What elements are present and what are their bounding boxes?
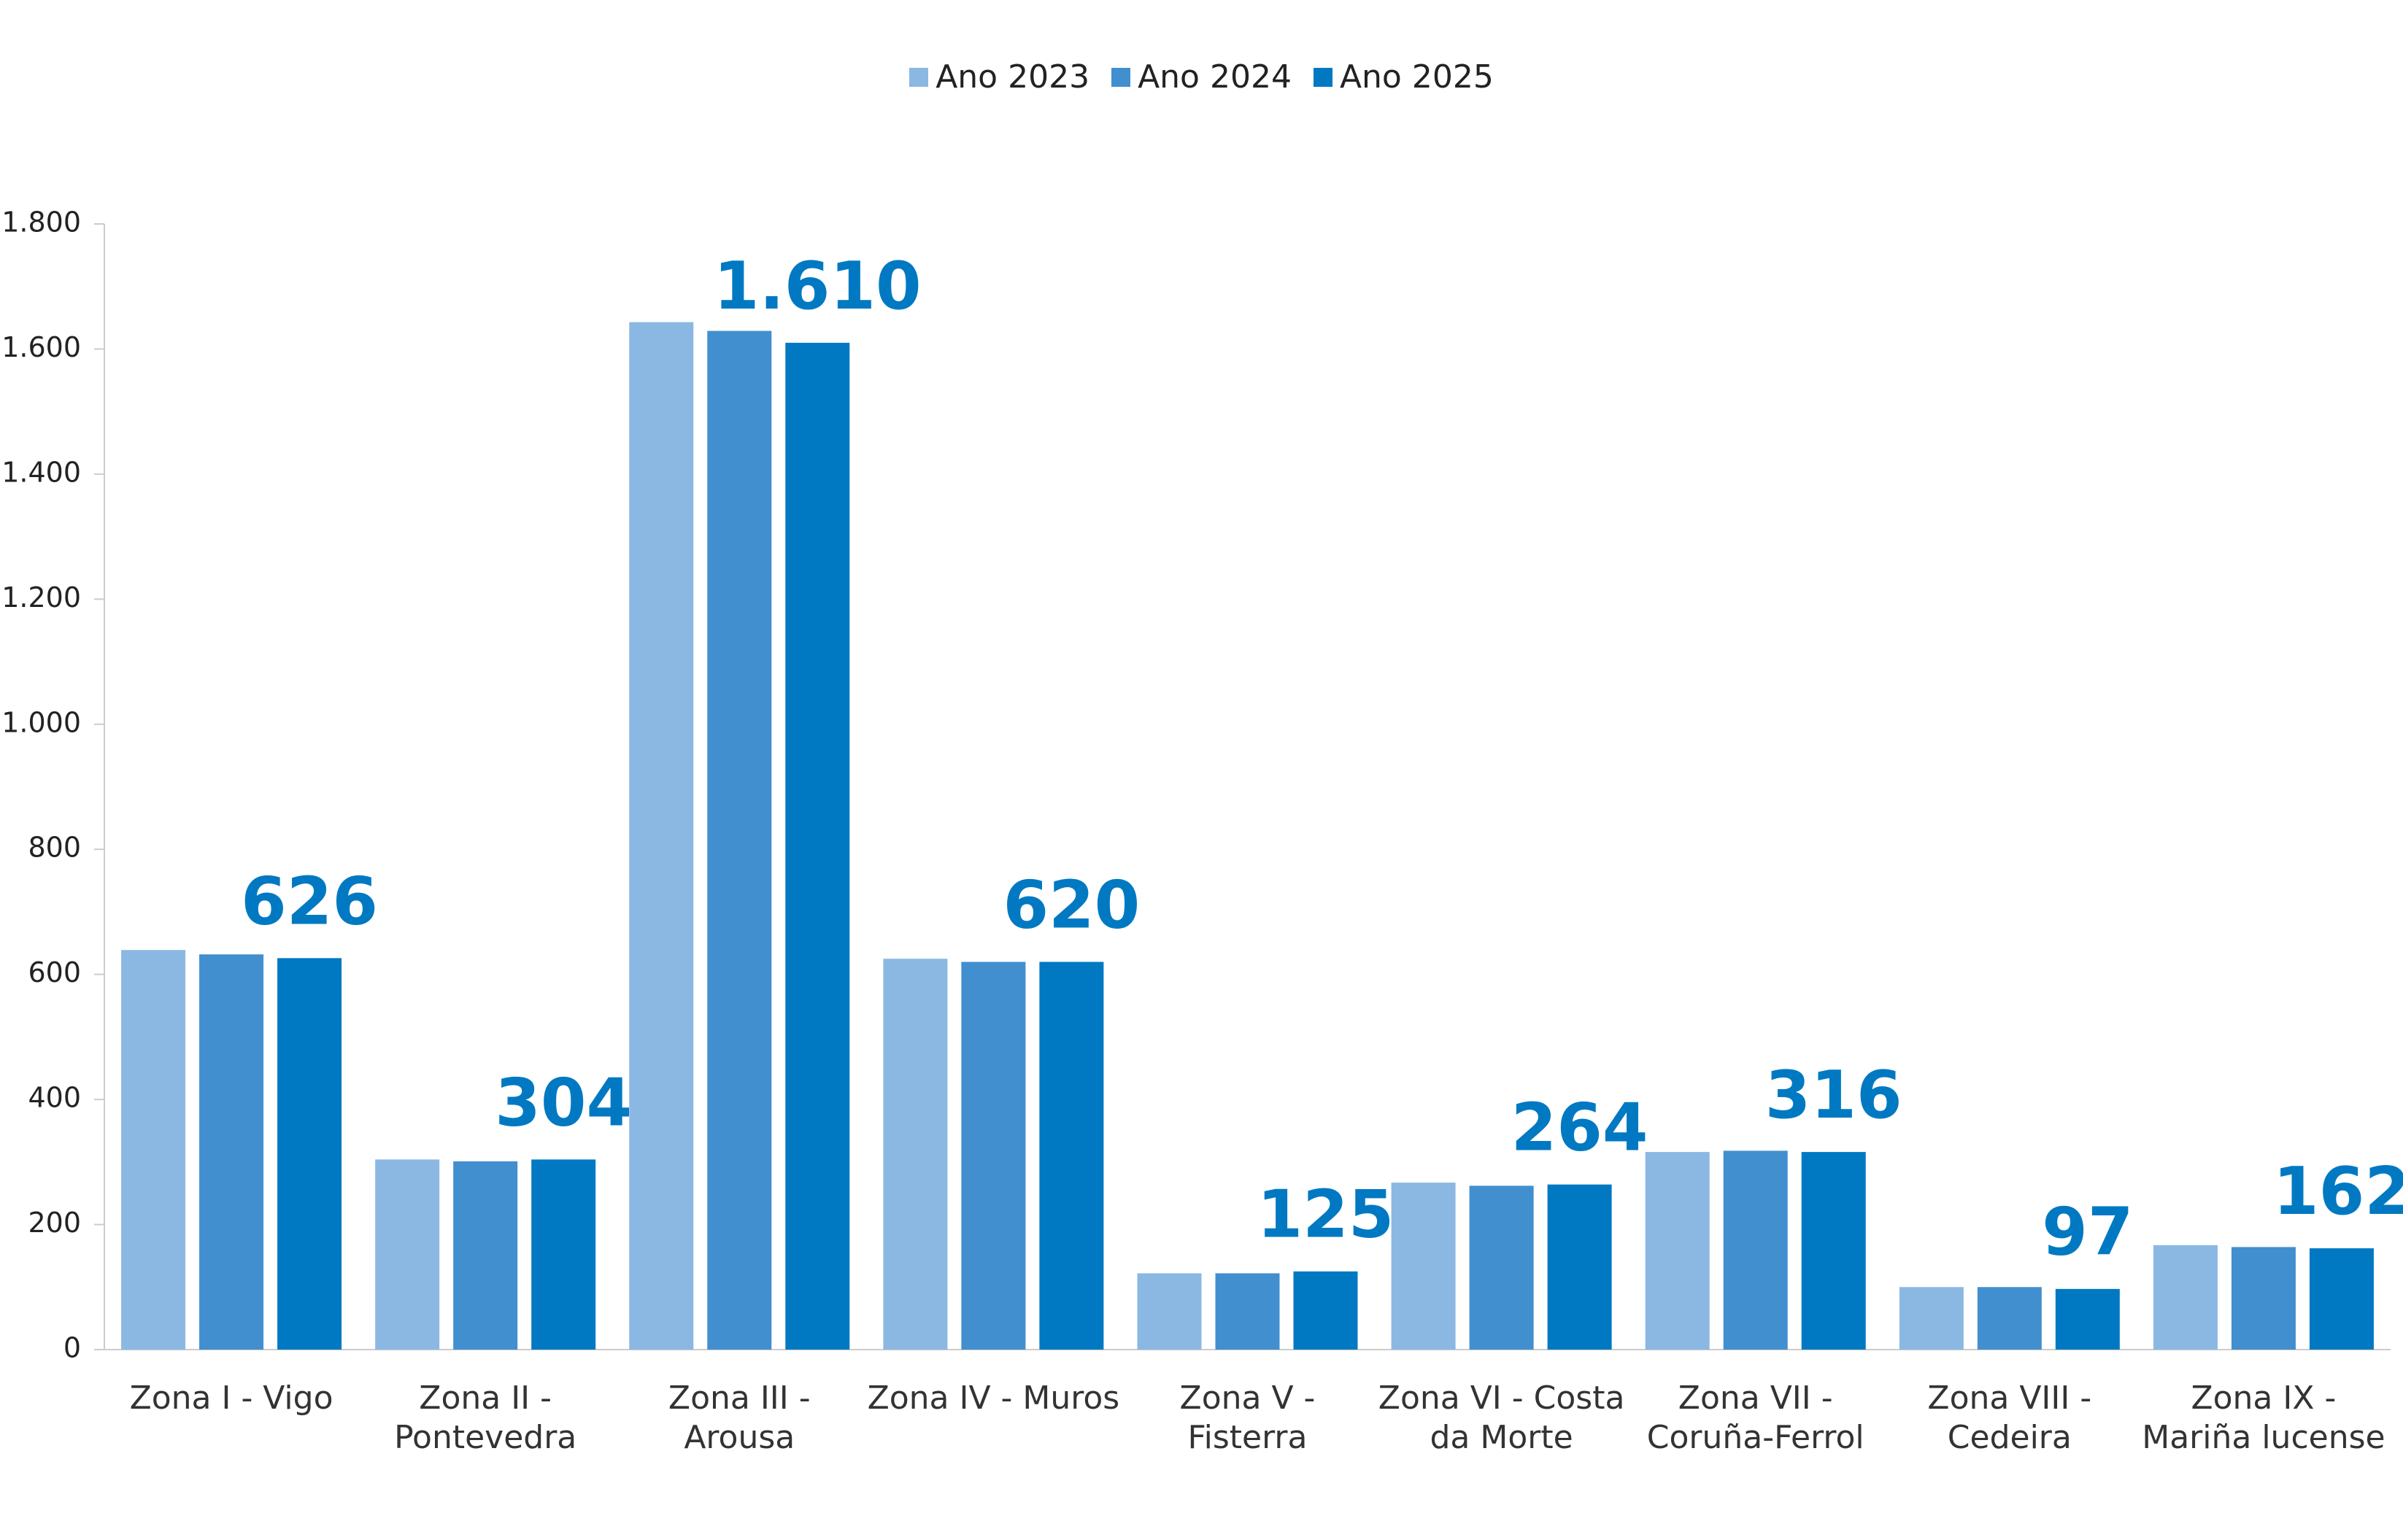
- bar: [121, 950, 186, 1350]
- y-tick-label: 800: [28, 832, 81, 864]
- data-label: 264: [1511, 1090, 1648, 1166]
- bar: [961, 961, 1026, 1350]
- x-tick-label: Zona IX - Mariña lucense: [2142, 1380, 2385, 1456]
- bar: [1039, 961, 1104, 1350]
- legend-item: Ano 2023: [909, 58, 1089, 96]
- bar: [1293, 1271, 1358, 1350]
- bar: [1977, 1287, 2042, 1350]
- data-label: 316: [1765, 1057, 1902, 1134]
- y-tick-label: 1.400: [1, 456, 81, 488]
- legend-item: Ano 2024: [1111, 58, 1292, 96]
- bar: [2153, 1245, 2218, 1350]
- y-tick-label: 1.800: [1, 206, 81, 239]
- x-tick-label: Zona VII - Coruña-Ferrol: [1646, 1380, 1864, 1456]
- bar: [785, 342, 850, 1350]
- y-tick-label: 0: [63, 1332, 81, 1364]
- legend-item: Ano 2025: [1313, 58, 1494, 96]
- bar: [1547, 1184, 1612, 1350]
- bar: [1137, 1273, 1202, 1350]
- bar: [375, 1159, 440, 1350]
- x-tick-label: Zona II - Pontevedra: [394, 1380, 577, 1456]
- legend-swatch: [909, 67, 929, 87]
- y-tick-label: 600: [28, 956, 81, 988]
- bar: [2309, 1248, 2374, 1350]
- bar: [1645, 1152, 1710, 1350]
- x-tick-label: Zona IV - Muros: [867, 1380, 1120, 1417]
- y-tick-label: 1.000: [1, 706, 81, 738]
- x-tick-label: Zona VIII - Cedeira: [1927, 1380, 2092, 1456]
- data-label: 626: [241, 863, 378, 940]
- legend-label: Ano 2023: [936, 58, 1090, 96]
- bar: [2231, 1247, 2296, 1350]
- legend-label: Ano 2024: [1138, 58, 1292, 96]
- bar: [1391, 1183, 1456, 1350]
- x-tick-label: Zona VI - Costa da Morte: [1378, 1380, 1625, 1456]
- y-tick-label: 1.600: [1, 331, 81, 363]
- y-tick-label: 400: [28, 1082, 81, 1114]
- bar: [1723, 1150, 1788, 1350]
- bar: [1215, 1273, 1280, 1350]
- data-label: 97: [2042, 1194, 2133, 1271]
- y-tick-label: 1.200: [1, 581, 81, 614]
- legend-swatch: [1313, 67, 1332, 87]
- bar: [707, 330, 772, 1350]
- data-label: 125: [1257, 1177, 1395, 1253]
- bar: [2055, 1288, 2120, 1350]
- bar: [199, 954, 264, 1350]
- bar: [453, 1161, 518, 1350]
- bar: [1469, 1185, 1534, 1350]
- x-tick-label: Zona V - Fisterra: [1179, 1380, 1316, 1456]
- data-label: 620: [1003, 867, 1140, 943]
- x-tick-label: Zona III - Arousa: [668, 1380, 811, 1456]
- legend-swatch: [1111, 67, 1131, 87]
- bar: [1899, 1287, 1964, 1350]
- bar: [531, 1159, 596, 1350]
- bar: [883, 959, 948, 1350]
- bar: [277, 958, 342, 1350]
- data-label: 162: [2273, 1153, 2403, 1230]
- y-tick-label: 200: [28, 1207, 81, 1239]
- data-label: 304: [495, 1064, 632, 1141]
- bar: [629, 322, 694, 1350]
- x-tick-label: Zona I - Vigo: [129, 1380, 333, 1417]
- legend: Ano 2023 Ano 2024 Ano 2025: [0, 58, 2403, 96]
- legend-label: Ano 2025: [1339, 58, 1494, 96]
- data-label: 1.610: [714, 248, 922, 325]
- bar: [1801, 1152, 1866, 1350]
